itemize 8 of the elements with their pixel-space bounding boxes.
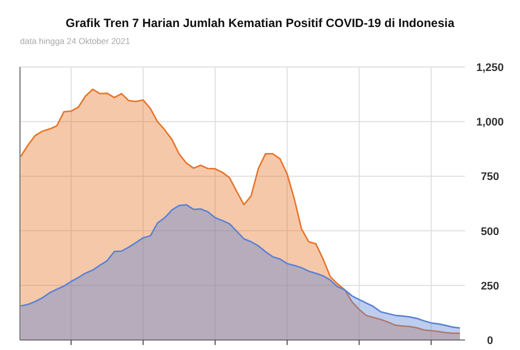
y-tick-label: 1,000 bbox=[476, 116, 504, 129]
y-tick-label: 0 bbox=[486, 335, 494, 347]
y-tick-label: 1,250 bbox=[476, 62, 504, 74]
y-tick-label: 250 bbox=[480, 280, 500, 292]
chart-subtitle: data hingga 24 Oktober 2021 bbox=[20, 36, 130, 46]
chart-title: Grafik Tren 7 Harian Jumlah Kematian Positif COVID-19 di Indonesia bbox=[66, 16, 455, 30]
y-tick-label: 500 bbox=[480, 226, 500, 238]
y-tick-label: 750 bbox=[480, 171, 500, 184]
